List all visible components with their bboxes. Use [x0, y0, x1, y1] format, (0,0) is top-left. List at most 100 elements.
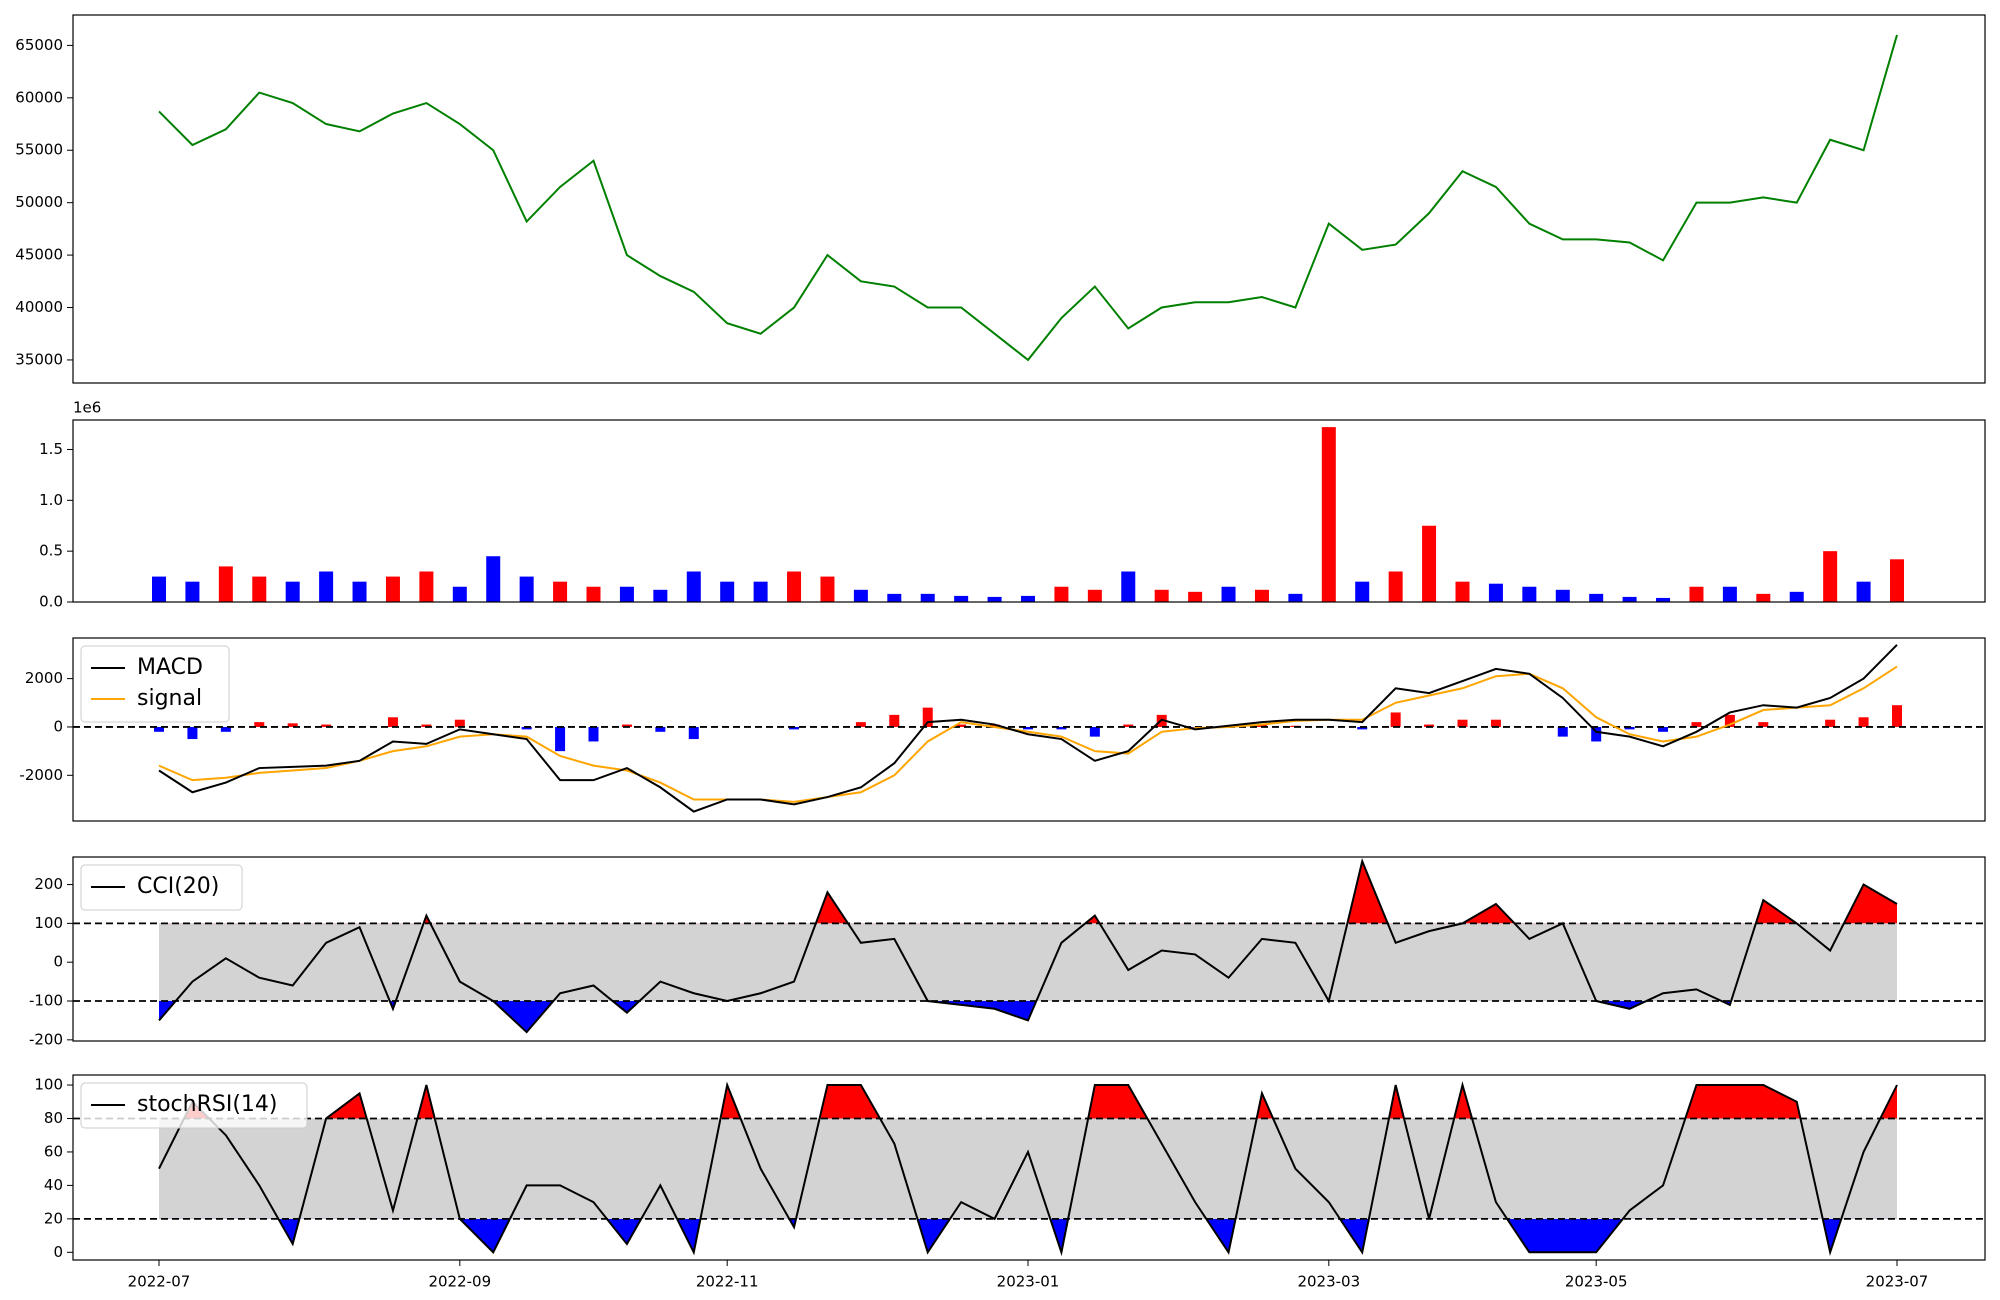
band [159, 923, 1897, 1002]
volume-bar [1254, 589, 1269, 602]
histogram-bar [1256, 724, 1267, 727]
y-tick-label: 1.0 [39, 491, 63, 509]
legend-label: signal [137, 686, 202, 711]
volume-bar [185, 581, 200, 602]
volume-bar [1689, 586, 1704, 602]
volume-bar [586, 586, 601, 602]
histogram-bar [1691, 722, 1702, 727]
y-tick-label: 200 [34, 875, 63, 893]
histogram-bar [855, 722, 866, 727]
volume-bar [887, 593, 902, 602]
plot-area [73, 858, 1985, 1034]
plot-area [73, 644, 1985, 813]
histogram-bar [321, 724, 332, 727]
volume-bar [152, 576, 166, 602]
volume-bar [954, 595, 969, 602]
volume-bar [252, 576, 267, 602]
histogram-bar [789, 726, 800, 730]
histogram-bar [1123, 724, 1134, 727]
volume-bar [486, 556, 501, 602]
y-tick-label: -100 [29, 992, 63, 1010]
y-tick-label: -200 [29, 1030, 63, 1048]
volume-bar [619, 586, 634, 602]
volume-bar [1622, 596, 1637, 602]
plot-frame [72, 856, 1986, 1042]
y-tick-label: 0.5 [39, 542, 63, 560]
legend: MACD signal [80, 645, 230, 723]
y-tick-label: 100 [34, 914, 63, 932]
y-tick-label: 1.5 [39, 440, 63, 458]
volume-bar [352, 581, 367, 602]
histogram-bar [154, 726, 164, 732]
x-tick-label: 2023-01 [997, 1273, 1060, 1291]
volume-bar [853, 589, 868, 602]
histogram-bar [521, 726, 532, 730]
offset-label: 1e6 [73, 399, 101, 417]
histogram-bar [1758, 722, 1769, 727]
volume-bar [1054, 586, 1069, 602]
x-tick-label: 2023-03 [1297, 1273, 1360, 1291]
plot-frame [72, 1074, 1986, 1261]
series-line [158, 665, 1898, 803]
histogram-bar [1591, 726, 1602, 742]
volume-bar [452, 586, 467, 602]
histogram-bar [254, 722, 265, 727]
histogram-bar [1390, 712, 1401, 727]
histogram-bar [1557, 726, 1568, 737]
volume-bar [1288, 593, 1303, 602]
y-tick-label: 45000 [15, 246, 63, 264]
legend-box [80, 1082, 308, 1129]
volume-bar [419, 571, 434, 602]
volume-bar [519, 576, 534, 602]
volume-bar [1856, 581, 1871, 602]
y-tick-label: 35000 [15, 350, 63, 368]
y-tick-label: 50000 [15, 193, 63, 211]
histogram-bar [956, 724, 967, 727]
histogram-bar [688, 726, 699, 740]
histogram-bar [588, 726, 599, 742]
volume-bar [987, 596, 1002, 602]
volume-bar [1221, 586, 1236, 602]
histogram-bar [421, 724, 432, 727]
volume-bar [1522, 586, 1537, 602]
volume-bar [1455, 581, 1470, 602]
histogram-bar [555, 726, 566, 752]
volume-bar [285, 581, 300, 602]
volume-bar [218, 566, 233, 602]
volume-bar [1355, 581, 1370, 602]
volume-bar [920, 593, 935, 602]
volume-bar [1890, 559, 1904, 602]
series-line [158, 858, 1898, 1034]
histogram-bar [220, 726, 231, 732]
volume-bar [820, 576, 835, 602]
legend: CCI(20) [80, 864, 243, 911]
histogram-bar [1490, 719, 1501, 727]
band [159, 1118, 1897, 1219]
volume-bar [385, 576, 400, 602]
x-tick-label: 2022-09 [428, 1273, 491, 1291]
histogram-bar [1724, 714, 1735, 727]
y-tick-label: 60000 [15, 88, 63, 106]
histogram-bar [621, 724, 632, 727]
plot-frame [72, 14, 1986, 384]
histogram-bar [1825, 719, 1836, 727]
volume-bar [753, 581, 768, 602]
volume-bar [1021, 595, 1035, 602]
histogram-bar [655, 726, 666, 732]
histogram-bar [889, 714, 900, 727]
histogram-bar [1457, 719, 1468, 727]
volume-bar [1154, 589, 1169, 602]
volume-bar [1321, 427, 1336, 602]
y-tick-label: -2000 [19, 766, 63, 784]
volume-bar [1789, 591, 1804, 602]
plot-area [158, 34, 1898, 362]
x-tick-label: 2022-11 [696, 1273, 759, 1291]
volume-bar [1188, 591, 1203, 602]
histogram-bar [1858, 717, 1869, 727]
y-tick-label: 0 [53, 1243, 63, 1261]
plot-frame [72, 419, 1986, 603]
legend-label: MACD [137, 655, 203, 680]
histogram-bar [1658, 726, 1669, 732]
volume-bar [1488, 583, 1503, 602]
